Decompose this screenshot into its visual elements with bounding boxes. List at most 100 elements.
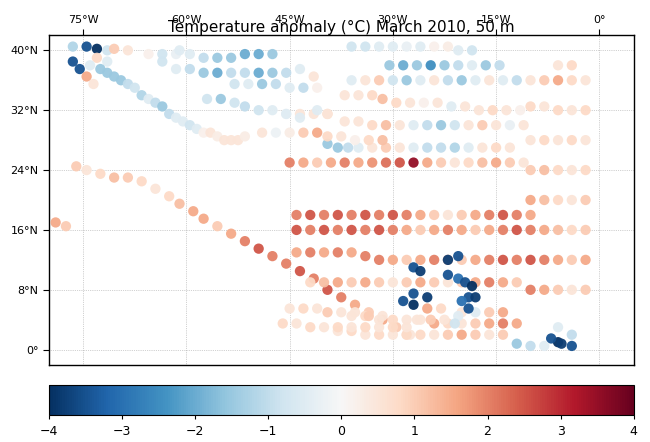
- Point: [512, 279, 522, 286]
- Point: [415, 316, 426, 323]
- Point: [374, 211, 384, 218]
- Point: [333, 249, 343, 256]
- Point: [387, 211, 398, 218]
- Point: [374, 279, 384, 286]
- Point: [405, 99, 415, 106]
- Point: [395, 159, 405, 166]
- Point: [525, 167, 536, 174]
- Point: [467, 62, 477, 69]
- Point: [336, 294, 346, 301]
- Point: [391, 99, 402, 106]
- Point: [525, 211, 536, 218]
- Point: [411, 316, 422, 323]
- Point: [88, 80, 99, 88]
- Point: [408, 290, 419, 297]
- Point: [285, 129, 295, 136]
- Point: [294, 110, 305, 118]
- Point: [429, 43, 439, 50]
- Point: [415, 226, 426, 233]
- Point: [51, 219, 61, 226]
- Point: [363, 309, 374, 316]
- Point: [470, 211, 480, 218]
- Point: [456, 211, 467, 218]
- Point: [333, 211, 343, 218]
- Point: [346, 249, 357, 256]
- Point: [556, 340, 567, 347]
- Point: [436, 144, 447, 151]
- Point: [463, 144, 474, 151]
- Point: [477, 144, 488, 151]
- Point: [240, 103, 250, 110]
- Point: [267, 252, 278, 259]
- Point: [470, 226, 480, 233]
- Point: [484, 77, 495, 84]
- Point: [378, 312, 388, 320]
- Point: [254, 245, 264, 252]
- Point: [415, 267, 426, 274]
- Point: [319, 226, 330, 233]
- Point: [309, 73, 319, 80]
- Point: [580, 137, 591, 144]
- Point: [360, 226, 370, 233]
- Point: [71, 163, 81, 170]
- Point: [391, 324, 402, 331]
- Point: [374, 324, 384, 331]
- Point: [553, 62, 564, 69]
- Point: [171, 50, 181, 57]
- Point: [539, 167, 549, 174]
- Point: [212, 69, 222, 76]
- Point: [367, 122, 378, 129]
- Point: [281, 69, 291, 76]
- Point: [402, 226, 412, 233]
- Point: [519, 159, 529, 166]
- Point: [398, 62, 408, 69]
- Point: [339, 91, 350, 99]
- Point: [333, 226, 343, 233]
- Point: [378, 316, 388, 323]
- Point: [226, 69, 237, 76]
- Point: [429, 211, 439, 218]
- Point: [123, 174, 133, 181]
- Point: [443, 211, 453, 218]
- Point: [312, 129, 322, 136]
- Point: [363, 137, 374, 144]
- Point: [367, 91, 378, 99]
- Point: [333, 144, 343, 151]
- Point: [498, 331, 508, 338]
- Point: [470, 309, 480, 316]
- Point: [350, 301, 360, 309]
- Point: [567, 343, 577, 350]
- Point: [484, 226, 495, 233]
- Point: [484, 320, 495, 327]
- Point: [470, 77, 480, 84]
- Point: [171, 65, 181, 72]
- Point: [567, 137, 577, 144]
- Point: [144, 95, 154, 103]
- Point: [95, 170, 105, 177]
- Point: [580, 286, 591, 293]
- Point: [443, 279, 453, 286]
- Point: [294, 65, 305, 72]
- Point: [353, 159, 363, 166]
- Point: [567, 107, 577, 114]
- Point: [387, 279, 398, 286]
- Point: [539, 226, 549, 233]
- Point: [81, 73, 92, 80]
- Point: [419, 99, 429, 106]
- Point: [498, 211, 508, 218]
- Point: [157, 103, 168, 110]
- Point: [525, 137, 536, 144]
- Point: [402, 324, 412, 331]
- Point: [567, 226, 577, 233]
- Point: [185, 65, 195, 72]
- Point: [553, 137, 564, 144]
- Point: [363, 312, 374, 320]
- Point: [504, 122, 515, 129]
- Point: [374, 256, 384, 263]
- Point: [109, 174, 120, 181]
- Point: [484, 309, 495, 316]
- Point: [525, 226, 536, 233]
- Point: [402, 331, 412, 338]
- Point: [157, 50, 168, 57]
- Point: [312, 305, 322, 312]
